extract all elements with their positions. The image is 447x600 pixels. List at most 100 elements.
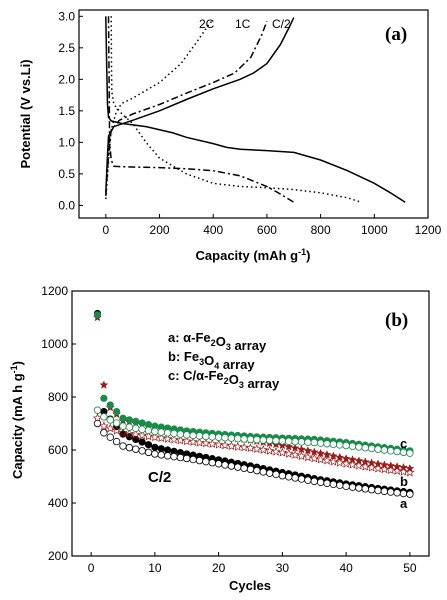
series-b-charge-point: [233, 441, 243, 451]
series-b-discharge-point: [290, 443, 300, 452]
series-a-charge-point: [342, 482, 350, 491]
legend-subscript: 3: [226, 342, 231, 352]
chart-b-x-axis-label: Cycles: [229, 578, 271, 593]
legend-subscript: 3: [199, 357, 204, 367]
series-c-charge-point: [125, 423, 134, 431]
series-a-charge-point: [151, 450, 159, 458]
series-c-charge-point: [246, 435, 255, 444]
chart-a-x-axis-label-main: Capacity (mAh g: [196, 248, 299, 263]
series-line-2C-discharge: [110, 16, 362, 203]
chart-a-y-tick-label: 2.0: [58, 72, 75, 86]
chart-a-x-tick-label: 1200: [415, 223, 442, 237]
series-c-charge-point: [132, 424, 140, 432]
series-b-charge-point: [347, 459, 358, 469]
chart-a-x-axis-label-superscript: -1: [298, 247, 306, 257]
series-b-charge-point: [290, 450, 300, 459]
series-b-discharge-point: [373, 459, 383, 468]
series-a-charge-point: [246, 465, 255, 474]
chart-a-panel-label: (a): [385, 24, 407, 45]
series-line-1C-charge: [105, 21, 268, 196]
series-c-charge-point: [336, 441, 344, 449]
chart-a-y-tick-label: 2.5: [58, 41, 75, 55]
series-c-charge-point: [176, 430, 185, 438]
series-b-charge-point: [194, 437, 205, 447]
series-a-charge-point: [323, 479, 331, 487]
legend-subscript: 3: [239, 380, 244, 390]
series-b-charge-point: [201, 438, 211, 448]
chart-a-plot-frame: [78, 9, 429, 219]
chart-b-y-tick-label: 1200: [41, 284, 68, 298]
series-a-charge-point: [138, 447, 146, 455]
series-c-charge-point: [304, 438, 312, 446]
series-b-charge-point: [354, 460, 364, 470]
series-b-charge-point: [92, 413, 103, 423]
series-b-charge-point: [264, 445, 275, 455]
legend-key: b:: [168, 349, 184, 364]
series-c-charge-point: [406, 449, 414, 457]
chart-b-panel-label: (b): [385, 310, 408, 331]
series-b-charge-point: [360, 461, 370, 471]
series-a-charge-point: [227, 462, 236, 470]
legend-key: c:: [168, 368, 183, 383]
series-c-charge-point: [221, 434, 229, 442]
series-end-label-b: b: [400, 474, 408, 489]
series-b-charge-point: [124, 428, 135, 438]
series-b-charge-point: [258, 444, 268, 454]
series-b-discharge-point: [284, 442, 294, 451]
series-c-charge-point: [202, 432, 210, 441]
series-c-charge-point: [361, 444, 369, 452]
series-a-discharge-point: [119, 430, 127, 438]
series-a-charge-point: [348, 483, 357, 491]
series-b-discharge-point: [360, 457, 370, 466]
chart-a-y-axis-label: Potential (V vs.Li): [18, 59, 33, 168]
series-a-charge-point: [195, 456, 204, 465]
chart-b-rate-label: C/2: [148, 469, 171, 486]
series-a-charge-point: [189, 455, 197, 464]
series-line-1C-discharge: [107, 16, 295, 203]
series-b-charge-point: [99, 421, 109, 431]
series-c-charge-point: [297, 438, 306, 446]
series-a-discharge-point: [157, 445, 165, 453]
series-b-charge-point: [137, 430, 147, 440]
series-c-charge-point: [323, 440, 331, 448]
series-a-charge-point: [310, 477, 318, 485]
series-a-charge-point: [380, 487, 389, 495]
series-c-charge-point: [144, 426, 153, 435]
chart-b-plot-frame: [71, 290, 430, 557]
series-c-discharge-point: [106, 401, 114, 409]
series-b-charge-point: [284, 448, 294, 458]
series-b-charge-point: [328, 456, 339, 466]
chart-a-x-tick-label: 800: [311, 223, 331, 237]
series-b-charge-point: [207, 439, 217, 448]
series-a-charge-point: [144, 448, 153, 457]
chart-b-x-tick-label: 50: [403, 561, 417, 575]
series-c-charge-point: [259, 436, 267, 444]
legend-text: array: [244, 376, 280, 391]
series-c-discharge-point: [113, 407, 121, 416]
series-a-charge-point: [208, 459, 216, 467]
annotation-2c: 2C: [199, 17, 215, 31]
chart-b-x-tick-label: 10: [148, 561, 162, 575]
chart-b-axis-ticks: 0 10 20 30 40 50 200 400 600 800 1000 1200: [41, 284, 417, 575]
series-c-charge-point: [106, 416, 114, 424]
series-a-charge-point: [132, 445, 140, 453]
series-c-charge-point: [291, 437, 299, 446]
series-b-discharge-point: [367, 458, 377, 467]
series-line-2C-charge: [105, 19, 214, 200]
series-c-charge-point: [234, 434, 242, 443]
series-a-charge-point: [100, 429, 108, 437]
series-c-charge-point: [163, 429, 172, 437]
series-end-label-c: c: [400, 436, 407, 451]
chart-a-x-tick-label: 200: [150, 223, 170, 237]
chart-b-x-tick-label: 40: [339, 561, 353, 575]
series-b-discharge-point: [354, 456, 364, 465]
series-a-charge-point: [125, 443, 134, 452]
series-c-charge-point: [285, 437, 293, 446]
series-a-charge-point: [240, 464, 248, 472]
series-c-charge-point: [316, 439, 325, 447]
series-a-charge-point: [234, 463, 242, 471]
series-b-charge-point: [162, 433, 173, 443]
chart-b-series: [92, 309, 415, 498]
series-c-charge-point: [170, 429, 178, 438]
